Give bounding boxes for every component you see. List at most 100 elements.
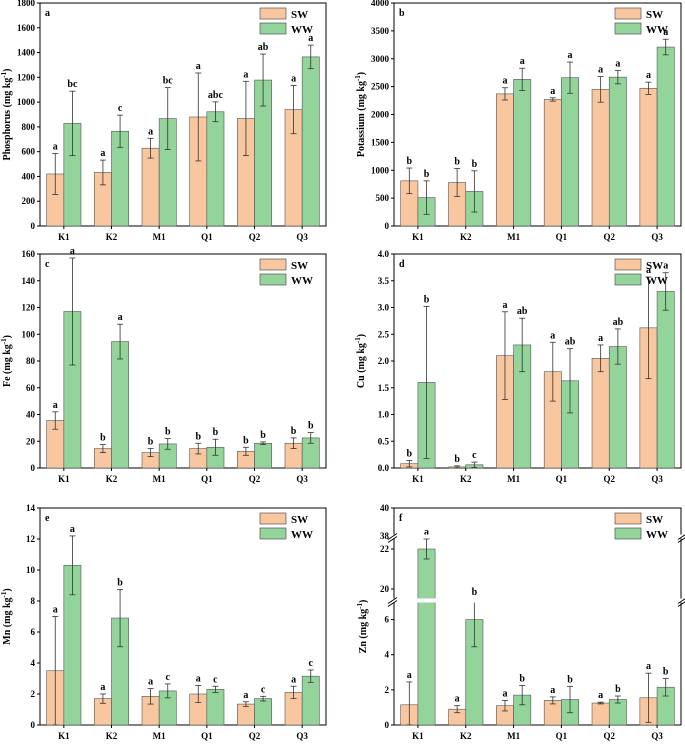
bar-sw-q2 xyxy=(591,358,610,469)
significance-letter-sw-k2: a xyxy=(100,148,105,159)
x-tick-label-k1: K1 xyxy=(58,232,70,242)
x-tick-label-m1: M1 xyxy=(507,232,520,242)
y-tick-label: 40 xyxy=(380,503,390,513)
chart-panel-a: 020040060080010001200140016001800abcacab… xyxy=(0,0,327,242)
significance-letter-sw-q3: a xyxy=(291,674,296,685)
legend-label-ww: WW xyxy=(291,529,313,541)
significance-letter-sw-q1: b xyxy=(195,431,201,442)
bar-sw-q2 xyxy=(237,703,255,726)
y-axis-label-text: Potassium (mg kg xyxy=(356,81,367,157)
y-tick-label: 2000 xyxy=(371,110,390,120)
legend-swatch-ww xyxy=(259,273,287,286)
panel-label: a xyxy=(45,8,50,19)
significance-letter-sw-q1: a xyxy=(550,86,555,97)
x-tick-label-k2: K2 xyxy=(460,232,472,242)
bar-sw-q2 xyxy=(591,702,610,726)
x-tick-label-q3: Q3 xyxy=(296,731,308,741)
significance-letter-ww-q1: ab xyxy=(565,337,576,348)
y-tick-label: 500 xyxy=(376,193,390,203)
y-axis-label-superscript: -1 xyxy=(0,338,8,344)
legend-label-sw: SW xyxy=(291,260,308,272)
legend-swatch-ww xyxy=(614,527,642,540)
y-tick-label: 1600 xyxy=(17,23,36,33)
y-tick-label: 160 xyxy=(22,249,36,259)
y-tick-label: 0.0 xyxy=(378,463,390,473)
significance-letter-sw-q2: a xyxy=(598,690,603,701)
y-tick-label: 1200 xyxy=(17,72,36,82)
significance-letter-sw-k1: b xyxy=(407,449,413,460)
legend-label-sw: SW xyxy=(291,514,308,526)
x-tick-label-q1: Q1 xyxy=(556,474,568,484)
significance-letter-ww-q3: b xyxy=(308,421,314,432)
y-axis-label-superscript: -1 xyxy=(354,75,362,81)
y-tick-label: 6 xyxy=(385,615,390,625)
axis-break-mark xyxy=(387,533,398,540)
y-tick-label: 0 xyxy=(31,720,36,730)
legend-label-sw: SW xyxy=(646,514,663,526)
y-tick-label: 14 xyxy=(26,503,36,513)
bar-ww-q1 xyxy=(561,77,579,227)
significance-letter-ww-k2: a xyxy=(118,312,123,323)
y-tick-label: 3.0 xyxy=(378,303,390,313)
y-tick-label: 4.0 xyxy=(378,249,390,259)
significance-letter-sw-m1: b xyxy=(148,437,154,448)
x-tick-label-q3: Q3 xyxy=(651,731,663,741)
y-tick-label: 1000 xyxy=(371,165,390,175)
y-tick-label: 400 xyxy=(22,171,36,181)
y-tick-label: 20 xyxy=(26,436,36,446)
x-tick-label-q3: Q3 xyxy=(651,232,663,242)
x-tick-label-k2: K2 xyxy=(460,731,472,741)
plot-frame xyxy=(39,507,327,726)
axis-break-mark xyxy=(677,601,685,607)
y-tick-label: 4 xyxy=(31,658,36,668)
legend-swatch-sw xyxy=(259,7,287,20)
legend-label-ww: WW xyxy=(291,24,313,36)
y-tick-label: 2 xyxy=(385,685,390,695)
significance-letter-ww-k1: bc xyxy=(67,79,78,90)
significance-letter-sw-q1: a xyxy=(550,685,555,696)
y-tick-label: 2.0 xyxy=(378,356,390,366)
y-axis-label-text: Mn (mg kg xyxy=(2,597,13,644)
y-tick-label: 8 xyxy=(31,596,36,606)
plot-frame xyxy=(39,2,327,227)
significance-letter-sw-k1: a xyxy=(53,142,58,153)
bar-ww-k1 xyxy=(417,548,436,726)
axis-break-mark xyxy=(387,597,398,604)
y-axis-label: Mn (mg kg-1) xyxy=(0,588,13,644)
significance-letter-sw-q1: a xyxy=(196,673,201,684)
significance-letter-ww-m1: ab xyxy=(517,306,528,317)
x-tick-label-q3: Q3 xyxy=(651,474,663,484)
significance-letter-ww-k1: b xyxy=(424,294,430,305)
x-tick-label-q2: Q2 xyxy=(603,731,615,741)
bar-sw-q3 xyxy=(639,87,658,227)
significance-letter-ww-m1: b xyxy=(165,427,171,438)
significance-letter-ww-k2: c xyxy=(118,103,123,114)
significance-letter-sw-k1: a xyxy=(53,400,58,411)
x-tick-label-m1: M1 xyxy=(153,232,166,242)
significance-letter-sw-k1: a xyxy=(53,605,58,616)
significance-letter-ww-k2: b xyxy=(472,159,478,170)
y-tick-label: 140 xyxy=(22,276,36,286)
bar-ww-q2 xyxy=(254,698,272,726)
y-tick-label: 22 xyxy=(380,544,390,554)
y-axis-label-close: ) xyxy=(358,600,369,603)
x-tick-label-k2: K2 xyxy=(106,474,118,484)
significance-letter-ww-q3: b xyxy=(663,666,669,677)
significance-letter-sw-q2: b xyxy=(243,435,249,446)
panel-label: d xyxy=(399,259,405,270)
significance-letter-sw-q3: a xyxy=(646,265,651,276)
y-tick-label: 0.5 xyxy=(378,436,390,446)
x-tick-label-k1: K1 xyxy=(412,232,424,242)
significance-letter-ww-q2: a xyxy=(615,58,620,69)
significance-letter-sw-q2: a xyxy=(243,69,248,80)
bar-sw-m1 xyxy=(141,147,160,227)
significance-letter-ww-q3: c xyxy=(309,658,314,669)
chart-panel-f: 0 2 4 6 20 22 38 40 a a a b a b a b a b a b K1 K2 M1 Q1 Q2 Q3 SW WW… xyxy=(356,503,685,741)
y-tick-label: 3500 xyxy=(371,26,390,36)
y-tick-label: 1.0 xyxy=(378,410,390,420)
y-tick-label: 80 xyxy=(26,356,36,366)
plot-frame xyxy=(393,2,682,227)
significance-letter-ww-k2: b xyxy=(472,587,478,598)
bar-ww-q1 xyxy=(206,689,225,726)
